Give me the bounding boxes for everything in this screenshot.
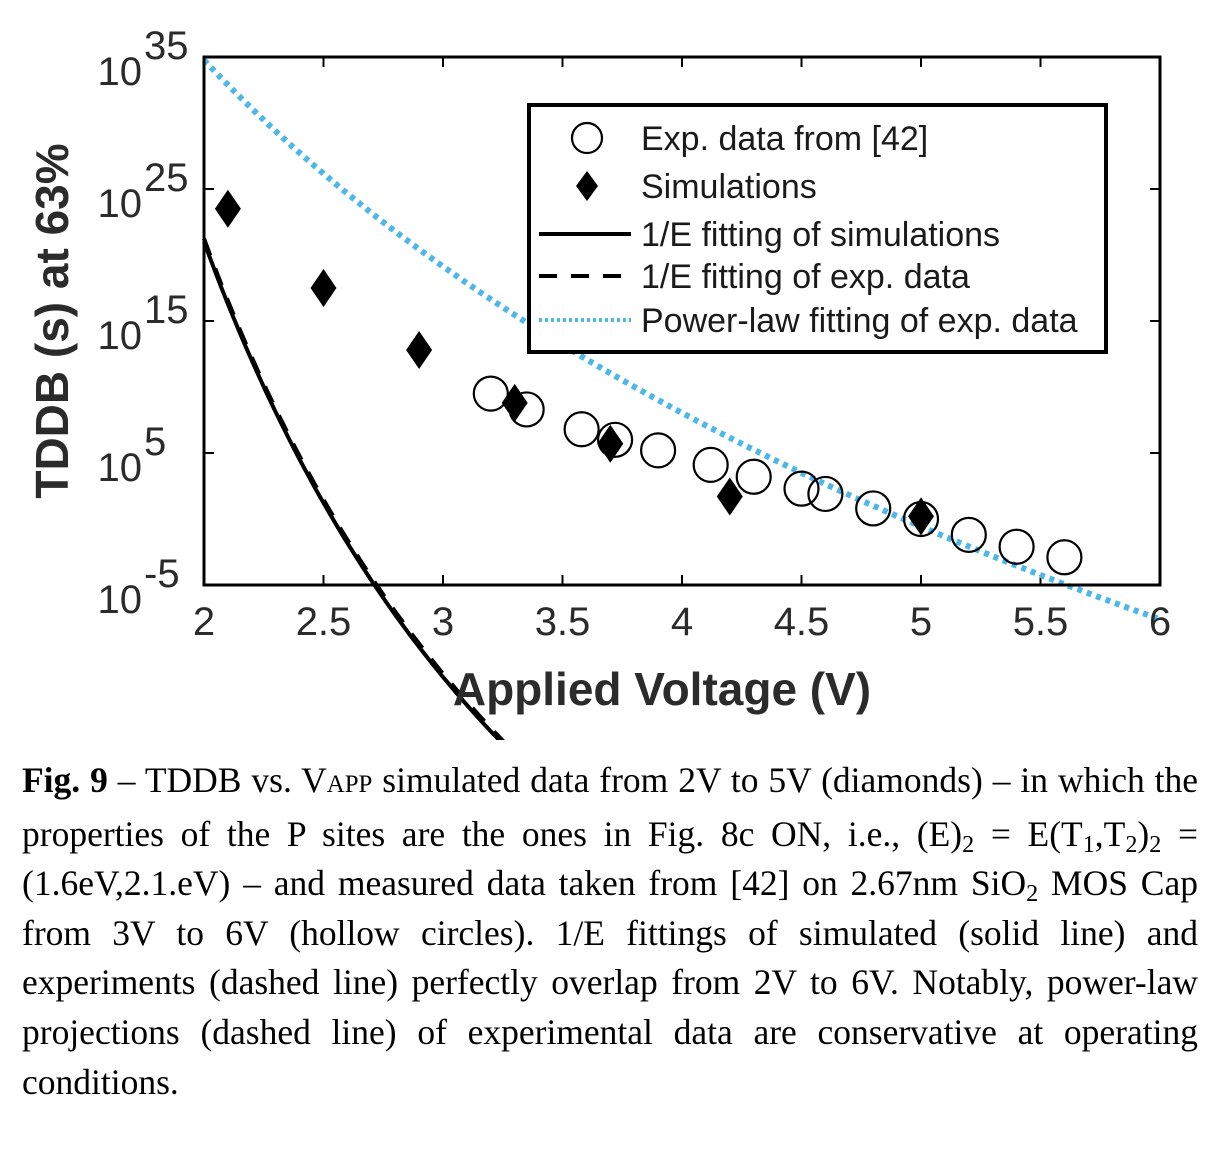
caption-text: ): [1137, 813, 1150, 854]
y-tick-exponent: 25: [144, 156, 189, 200]
x-tick-label: 6: [1149, 600, 1171, 644]
exp-data-circle: [783, 470, 820, 507]
caption-text: ,T: [1094, 813, 1126, 854]
x-tick-label: 4.5: [774, 600, 830, 644]
exp-data-circle: [596, 421, 634, 458]
y-tick-label: 10: [98, 182, 143, 226]
exp-data-circle: [735, 458, 772, 495]
y-tick-exponent: 5: [144, 420, 166, 464]
legend-diamond-icon: [576, 171, 598, 201]
legend-label: Power-law fitting of exp. data: [641, 302, 1078, 340]
caption-subscript: 2: [1026, 880, 1039, 908]
legend-box: [527, 103, 1108, 354]
y-tick-label: 10: [98, 578, 143, 622]
simulation-diamond: [597, 424, 624, 463]
legend-label: 1/E fitting of exp. data: [641, 258, 970, 296]
legend-label: Exp. data from [42]: [641, 120, 928, 158]
x-tick-label: 5.5: [1013, 600, 1069, 644]
y-tick-exponent: -5: [144, 552, 180, 596]
x-axis-label: Applied Voltage (V): [453, 663, 871, 715]
exp-data-circle: [855, 490, 892, 527]
caption-subscript: 1: [1082, 830, 1095, 858]
caption-subscript: 2: [962, 830, 975, 858]
legend-circle-icon: [570, 121, 604, 155]
x-tick-label: 2: [193, 600, 215, 644]
caption-subscript: 2: [1125, 830, 1138, 858]
x-tick-label: 3: [432, 600, 454, 644]
x-tick-label: 2.5: [296, 600, 352, 644]
y-tick-exponent: 35: [144, 24, 189, 68]
simulation-diamond: [501, 383, 528, 422]
exp-data-circle: [472, 375, 509, 412]
caption-text: simulated data from 2V to 5V (diamonds) …: [22, 760, 1198, 854]
data-markers: [214, 189, 1083, 576]
simulation-diamond: [716, 477, 743, 516]
y-tick-label: 10: [98, 50, 143, 94]
exp-data-circle: [563, 411, 600, 448]
legend-label: 1/E fitting of simulations: [641, 216, 1000, 254]
exp-data-circle: [692, 446, 729, 483]
simulation-diamond: [310, 269, 337, 307]
exp-data-circle: [1046, 539, 1083, 576]
exp-data-circle: [639, 432, 677, 469]
caption-text: = E(T: [974, 813, 1083, 854]
caption-text: MOS Cap from 3V to 6V (hollow circles). …: [22, 863, 1198, 1102]
legend: Exp. data from [42] Simulations 1/E fittin…: [527, 103, 1108, 354]
y-tick-exponent: 15: [144, 288, 189, 332]
simulation-diamond: [406, 331, 433, 370]
fit-curves: [201, 58, 1162, 740]
x-tick-label: 3.5: [535, 600, 591, 644]
exp-data-circle: [998, 528, 1035, 565]
exp-data-circle: [807, 475, 844, 513]
plot-frame: [202, 55, 1162, 587]
y-tick-label: 10: [98, 446, 143, 490]
exp-data-circle: [950, 516, 987, 553]
figure-label: Fig. 9: [22, 760, 108, 800]
simulation-diamond: [908, 497, 934, 536]
y-axis-label: TDDB (s) at 63%: [26, 143, 78, 498]
caption-text: = (1.6eV,2.1.eV) – and measured data tak…: [22, 813, 1198, 904]
simulation-diamond: [214, 189, 241, 228]
x-tick-label: 4: [671, 600, 693, 644]
caption-text: – TDDB vs. V: [107, 760, 327, 800]
figure-caption: Fig. 9 – TDDB vs. VAPP simulated data fr…: [22, 756, 1198, 1107]
caption-subscript: APP: [326, 771, 373, 798]
caption-subscript: 2: [1149, 830, 1162, 858]
x-tick-label: 5: [910, 600, 932, 644]
legend-label: Simulations: [641, 168, 817, 206]
y-tick-label: 10: [98, 314, 143, 358]
inverse-e-exp-fit-line: [202, 237, 505, 740]
